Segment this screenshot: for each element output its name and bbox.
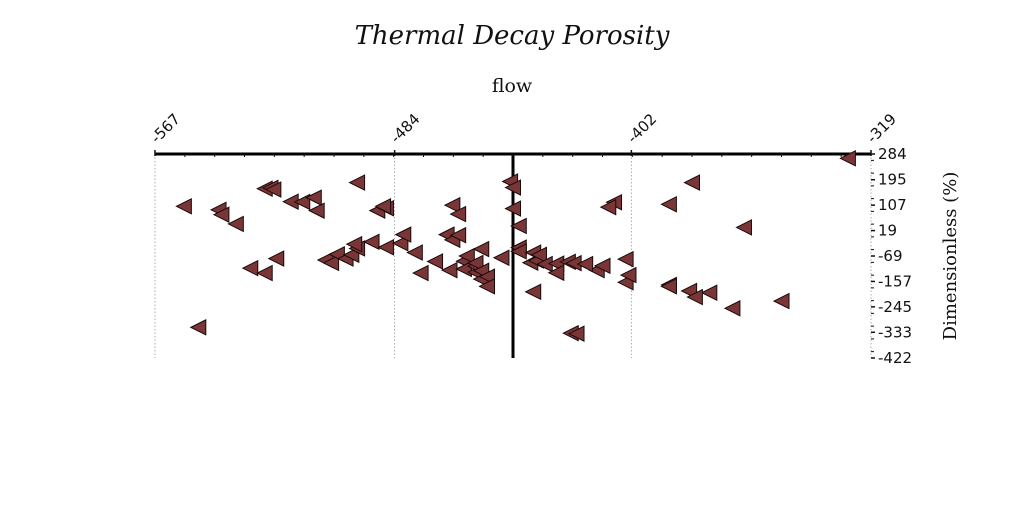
y-tick-label: 19	[878, 222, 897, 240]
data-point	[524, 283, 542, 301]
data-point	[567, 325, 585, 343]
data-point	[510, 217, 527, 235]
data-point	[175, 197, 192, 215]
data-point	[839, 150, 856, 167]
data-point	[227, 215, 244, 233]
y-tick-label: -422	[878, 349, 912, 367]
data-point	[449, 226, 467, 244]
data-point	[599, 198, 617, 216]
y-tick-label: 284	[878, 145, 907, 163]
x-axis-ticks: -567 -484 -402 -319	[147, 110, 900, 157]
x-tick-label: -402	[623, 110, 660, 147]
data-point	[478, 278, 496, 295]
data-point	[616, 250, 634, 268]
data-point	[723, 299, 741, 317]
y-tick-label: 195	[878, 171, 907, 189]
data-point	[619, 266, 637, 284]
data-point	[504, 200, 521, 217]
data-point	[504, 179, 521, 196]
data-point	[686, 288, 703, 306]
x-tick-label: -567	[147, 110, 184, 147]
data-point	[547, 264, 565, 282]
y-tick-label: -333	[878, 323, 912, 341]
data-point	[530, 246, 547, 264]
data-point	[455, 260, 472, 278]
y-tick-label: -245	[878, 298, 912, 316]
data-point	[700, 284, 718, 302]
y-tick-label: -69	[878, 247, 903, 265]
x-tick-label: -319	[863, 110, 900, 147]
data-point	[426, 253, 444, 270]
data-point	[345, 235, 363, 253]
data-point	[576, 255, 594, 273]
data-point	[394, 226, 412, 243]
data-point	[322, 254, 340, 272]
data-point	[440, 261, 458, 279]
y-axis-label: Dimensionless (%)	[940, 172, 961, 341]
chart-title: Thermal Decay Porosity	[355, 21, 670, 51]
data-point	[458, 247, 475, 265]
data-point	[472, 240, 490, 258]
data-point	[593, 257, 611, 275]
data-point	[305, 189, 322, 206]
data-point	[256, 264, 273, 282]
x-axis-label: flow	[492, 75, 533, 97]
data-point	[772, 292, 790, 310]
data-point	[308, 202, 325, 219]
data-point	[267, 250, 285, 267]
data-point	[443, 196, 461, 214]
data-point	[735, 219, 752, 236]
data-point	[406, 244, 423, 261]
data-point	[362, 233, 380, 251]
data-point	[293, 193, 311, 211]
data-point	[377, 239, 394, 256]
data-point	[374, 197, 392, 215]
data-point	[241, 259, 259, 277]
data-point	[683, 174, 700, 191]
y-tick-label: 107	[878, 196, 907, 214]
data-point	[212, 206, 230, 223]
data-point	[492, 249, 510, 267]
data-point	[391, 234, 409, 252]
x-tick-label: -484	[387, 110, 424, 147]
data-point	[264, 181, 282, 198]
data-point	[189, 319, 207, 336]
data-point	[466, 254, 484, 272]
data-point	[660, 278, 677, 295]
data-point	[510, 243, 527, 260]
y-tick-label: -157	[878, 272, 912, 290]
data-point	[660, 195, 677, 213]
data-point	[348, 174, 366, 191]
data-point	[411, 264, 429, 282]
y-axis-ticks: 284 195 107 19 -69 -157 -245 -333 -422	[871, 145, 912, 367]
data-point	[449, 205, 467, 223]
data-points	[175, 150, 856, 343]
